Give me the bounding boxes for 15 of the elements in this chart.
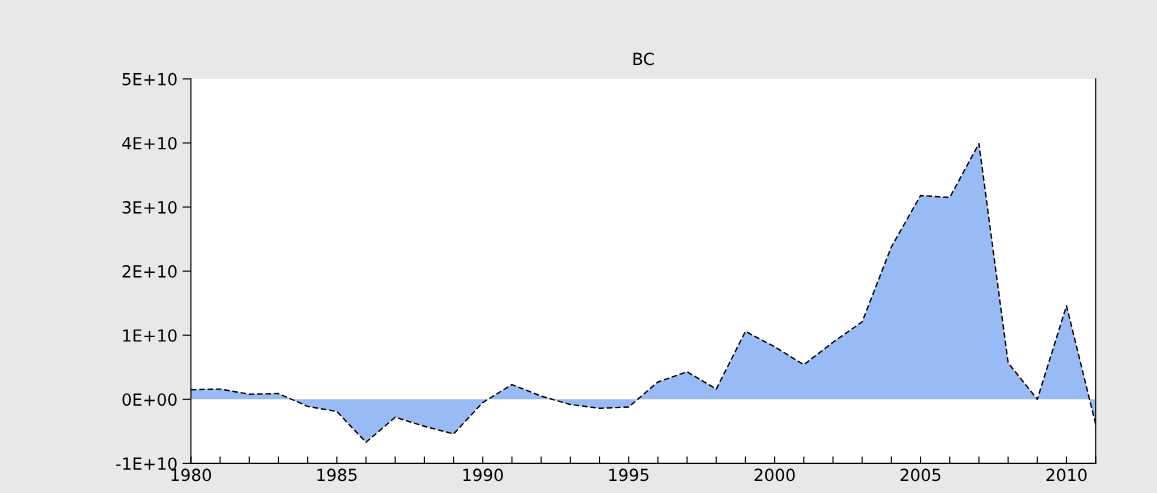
y-tick-label: 2E+10 [122,265,177,278]
y-tick-label: -1E+10 [116,457,177,470]
x-tick-label: 1980 [171,468,212,482]
x-tick-label: 2005 [900,468,941,482]
chart-title: BC [633,52,654,66]
x-tick-label: 2000 [754,468,795,482]
y-tick-label: 1E+10 [123,329,177,342]
x-tick-label: 1985 [317,468,357,482]
y-tick-label: 5E+10 [122,72,177,86]
y-tick-label: 0E+00 [122,393,177,406]
x-tick-label: 2010 [1046,468,1087,482]
x-tick-label: 1990 [463,468,503,482]
y-tick-label: 3E+10 [122,201,177,214]
y-tick-label: 4E+10 [122,136,177,150]
x-tick-label: 1995 [609,468,649,482]
